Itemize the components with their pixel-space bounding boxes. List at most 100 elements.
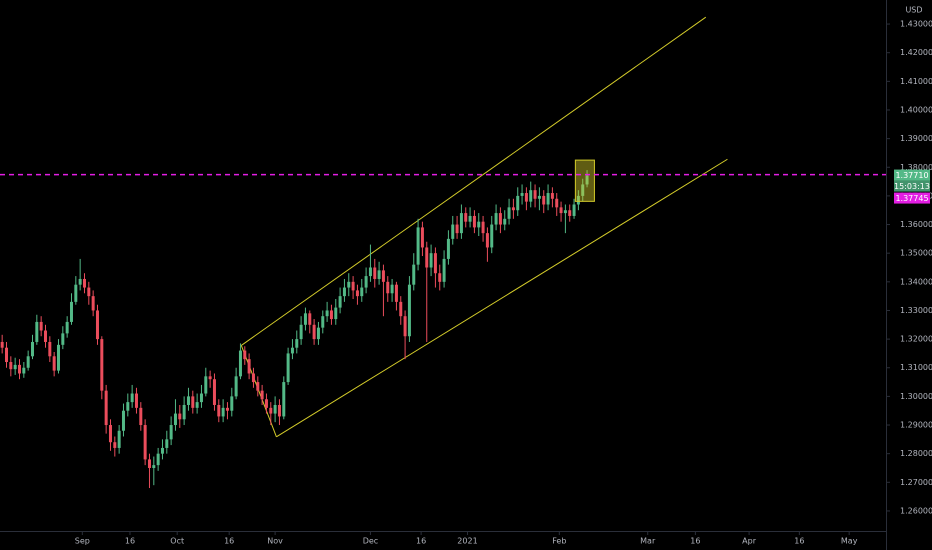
candle-body (277, 404, 281, 417)
candle-body (225, 407, 229, 411)
candle-body (442, 258, 446, 282)
x-tick-label: Nov (267, 537, 283, 546)
candle-body (95, 310, 99, 340)
x-tick-label: Sep (75, 537, 90, 546)
candle-body (178, 413, 182, 420)
candle-body (56, 344, 60, 371)
candle-body (39, 321, 43, 331)
y-tick-label: 1.41000 (900, 77, 932, 86)
x-tick-label: Apr (742, 537, 757, 546)
candle-body (412, 264, 416, 285)
candle-body (169, 425, 173, 440)
countdown-box (894, 180, 930, 192)
candle-body (438, 273, 442, 282)
candle-body (351, 281, 355, 291)
candle-body (342, 287, 346, 297)
candle-body (26, 356, 30, 368)
candle-body (416, 227, 420, 265)
candle-body (520, 193, 524, 196)
x-tick-label: 16 (690, 537, 700, 546)
y-tick-label: 1.38000 (900, 163, 932, 172)
candle-body (403, 316, 407, 337)
candle-body (334, 307, 338, 320)
y-tick-label: 1.29000 (900, 421, 932, 430)
candle-body (273, 404, 277, 414)
candle-body (260, 390, 264, 400)
candle-body (238, 350, 242, 377)
y-tick-label: 1.34000 (900, 277, 932, 286)
candle-body (563, 210, 567, 214)
candle-body (299, 324, 303, 340)
candle-body (22, 367, 26, 374)
candle-body (511, 207, 515, 211)
x-tick-label: 2021 (457, 537, 477, 546)
candle-body (74, 284, 78, 302)
candle-body (516, 195, 520, 211)
x-tick-label: 16 (125, 537, 135, 546)
candle-body (13, 364, 17, 370)
last-price-box (894, 169, 930, 181)
candle-body (464, 213, 468, 222)
candle-body (78, 278, 82, 285)
candle-body (381, 270, 385, 282)
candle-body (221, 407, 225, 417)
candle-body (48, 341, 52, 357)
candle-body (498, 213, 502, 225)
candle-body (555, 198, 559, 208)
candle-body (52, 356, 56, 371)
y-tick-label: 1.36000 (900, 220, 932, 229)
last-price-label: 1.37710 (895, 171, 928, 180)
candle-body (386, 281, 390, 294)
candle-body (199, 393, 203, 403)
candle-body (204, 376, 208, 394)
candle-body (256, 382, 260, 391)
channel-line (241, 16, 707, 346)
candle-body (550, 193, 554, 199)
candle-body (446, 238, 450, 259)
candle-body (87, 287, 91, 297)
candle-body (234, 376, 238, 397)
candle-body (43, 330, 47, 342)
candle-body (9, 362, 13, 370)
candle-body (316, 327, 320, 340)
candle-body (572, 204, 576, 216)
y-tick-label: 1.27000 (900, 478, 932, 487)
candle-body (35, 321, 39, 342)
candle-body (338, 296, 342, 308)
candle-body (581, 184, 585, 196)
x-tick-label: May (841, 537, 858, 546)
candle-body (4, 347, 8, 363)
candle-body (160, 447, 164, 454)
candle-body (325, 310, 329, 317)
candle-body (121, 410, 125, 431)
candle-body (247, 359, 251, 374)
candle-body (490, 224, 494, 248)
candle-body (468, 215, 472, 222)
candle-body (139, 407, 143, 426)
candle-body (407, 284, 411, 337)
candle-body (143, 425, 147, 460)
candle-body (507, 207, 511, 219)
candle-body (0, 341, 4, 348)
x-tick-label: Dec (363, 537, 378, 546)
candle-body (524, 193, 528, 202)
candle-body (264, 399, 268, 408)
y-tick-label: 1.35000 (900, 249, 932, 258)
candle-body (481, 221, 485, 234)
y-tick-label: 1.30000 (900, 392, 932, 401)
candle-body (377, 270, 381, 279)
y-tick-label: 1.39000 (900, 134, 932, 143)
candle-body (100, 339, 104, 391)
candle-body (295, 339, 299, 348)
y-tick-label: 1.33000 (900, 306, 932, 315)
candle-body (269, 407, 273, 414)
y-tick-label: 1.26000 (900, 506, 932, 515)
candle-body (576, 195, 580, 205)
candle-body (152, 465, 156, 468)
x-tick-label: 16 (224, 537, 234, 546)
candle-body (399, 301, 403, 317)
candle-body (91, 296, 95, 311)
countdown-label: 15:03:13 (894, 182, 930, 191)
candle-body (282, 382, 286, 417)
